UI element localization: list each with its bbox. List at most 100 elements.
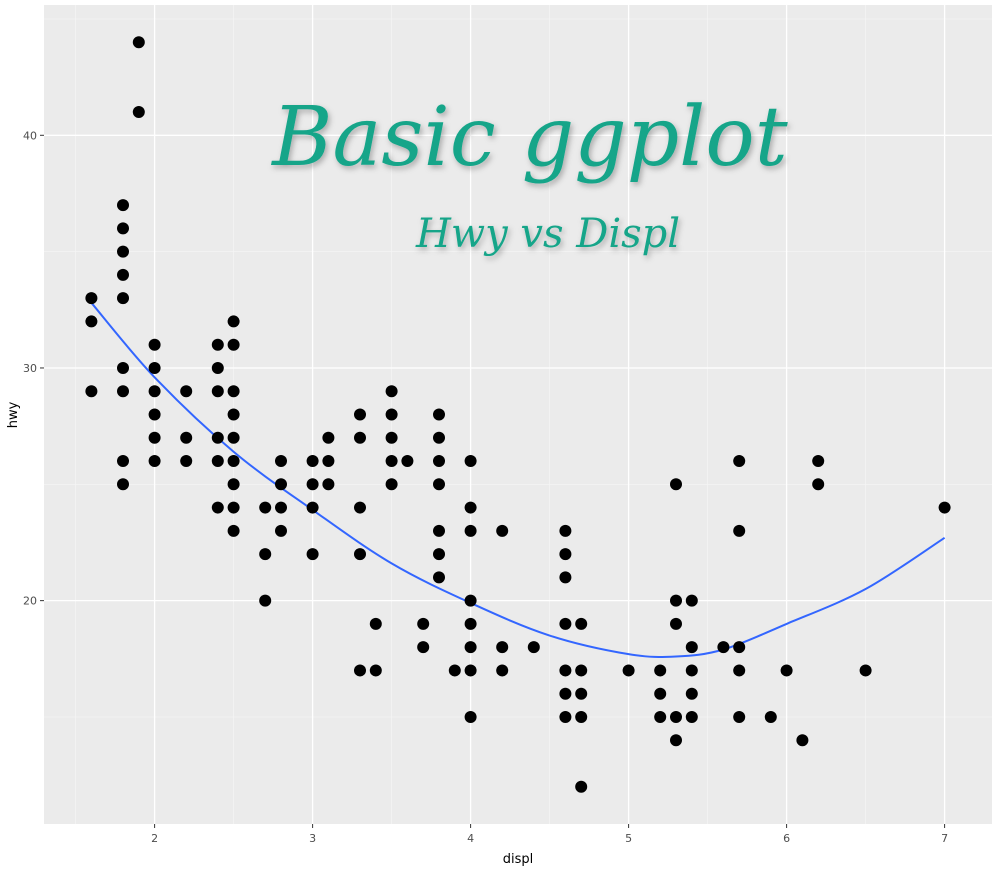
data-point: [464, 455, 477, 468]
data-point: [733, 524, 746, 537]
points: [85, 36, 951, 793]
data-point: [559, 617, 572, 630]
data-point: [670, 734, 682, 747]
data-point: [148, 385, 161, 398]
x-tick-label: 4: [467, 832, 474, 845]
data-point: [575, 617, 588, 630]
data-point: [559, 710, 572, 723]
data-point: [117, 385, 129, 398]
y-tick-label: 30: [23, 362, 37, 375]
y-tick-label: 40: [23, 129, 37, 142]
data-point: [654, 664, 667, 677]
data-point: [464, 710, 477, 723]
data-point: [85, 385, 98, 398]
data-point: [259, 501, 272, 514]
data-point: [354, 501, 366, 514]
data-point: [559, 571, 572, 584]
data-point: [354, 431, 366, 444]
data-point: [685, 594, 698, 607]
data-point: [796, 734, 809, 747]
data-point: [369, 664, 382, 677]
data-point: [117, 455, 129, 468]
data-point: [559, 664, 572, 677]
data-point: [717, 641, 730, 654]
data-point: [117, 268, 129, 281]
data-point: [733, 664, 746, 677]
data-point: [117, 199, 129, 212]
chart-subtitle: Hwy vs Displ: [415, 211, 680, 257]
data-point: [685, 687, 698, 700]
data-point: [496, 664, 509, 677]
data-point: [496, 524, 509, 537]
data-point: [148, 408, 161, 421]
data-point: [306, 501, 319, 514]
data-point: [417, 617, 430, 630]
data-point: [354, 548, 366, 561]
data-point: [575, 710, 588, 723]
data-point: [85, 315, 98, 328]
x-tick-label: 5: [625, 832, 632, 845]
data-point: [354, 408, 366, 421]
axes: 2 3 4 5 6 7 20 30 40: [23, 129, 948, 845]
data-point: [733, 641, 746, 654]
x-tick-label: 2: [151, 832, 158, 845]
y-axis-title: hwy: [6, 401, 21, 428]
data-point: [764, 710, 777, 723]
data-point: [417, 641, 430, 654]
data-point: [227, 338, 240, 351]
data-point: [464, 524, 477, 537]
data-point: [733, 455, 746, 468]
data-point: [527, 641, 540, 654]
data-point: [322, 431, 335, 444]
data-point: [685, 664, 698, 677]
data-point: [496, 641, 509, 654]
data-point: [670, 617, 682, 630]
data-point: [275, 455, 287, 468]
data-point: [433, 408, 445, 421]
data-point: [385, 455, 398, 468]
data-point: [448, 664, 461, 677]
data-point: [433, 455, 445, 468]
chart-title: Basic ggplot: [270, 90, 789, 185]
data-point: [211, 501, 224, 514]
data-point: [259, 594, 272, 607]
data-point: [464, 641, 477, 654]
data-point: [654, 687, 667, 700]
data-point: [306, 478, 319, 491]
data-point: [369, 617, 382, 630]
data-point: [227, 501, 240, 514]
data-point: [685, 710, 698, 723]
data-point: [385, 431, 398, 444]
data-point: [148, 361, 161, 374]
data-point: [433, 571, 445, 584]
data-point: [354, 664, 366, 677]
data-point: [132, 106, 145, 119]
data-point: [575, 687, 588, 700]
data-point: [275, 478, 287, 491]
data-point: [211, 385, 224, 398]
data-point: [322, 478, 335, 491]
data-point: [275, 524, 287, 537]
x-axis-title: displ: [503, 852, 534, 867]
data-point: [148, 431, 161, 444]
data-point: [559, 687, 572, 700]
data-point: [322, 455, 335, 468]
x-tick-label: 6: [783, 832, 790, 845]
data-point: [812, 455, 825, 468]
y-tick-label: 20: [23, 595, 37, 608]
data-point: [812, 478, 825, 491]
data-point: [401, 455, 414, 468]
data-point: [148, 338, 161, 351]
data-point: [464, 664, 477, 677]
data-point: [780, 664, 793, 677]
data-point: [670, 710, 682, 723]
data-point: [227, 385, 240, 398]
data-point: [132, 36, 145, 49]
data-point: [685, 641, 698, 654]
data-point: [117, 245, 129, 258]
data-point: [211, 361, 224, 374]
data-point: [180, 431, 193, 444]
data-point: [622, 664, 635, 677]
plot-panel: [44, 5, 992, 824]
